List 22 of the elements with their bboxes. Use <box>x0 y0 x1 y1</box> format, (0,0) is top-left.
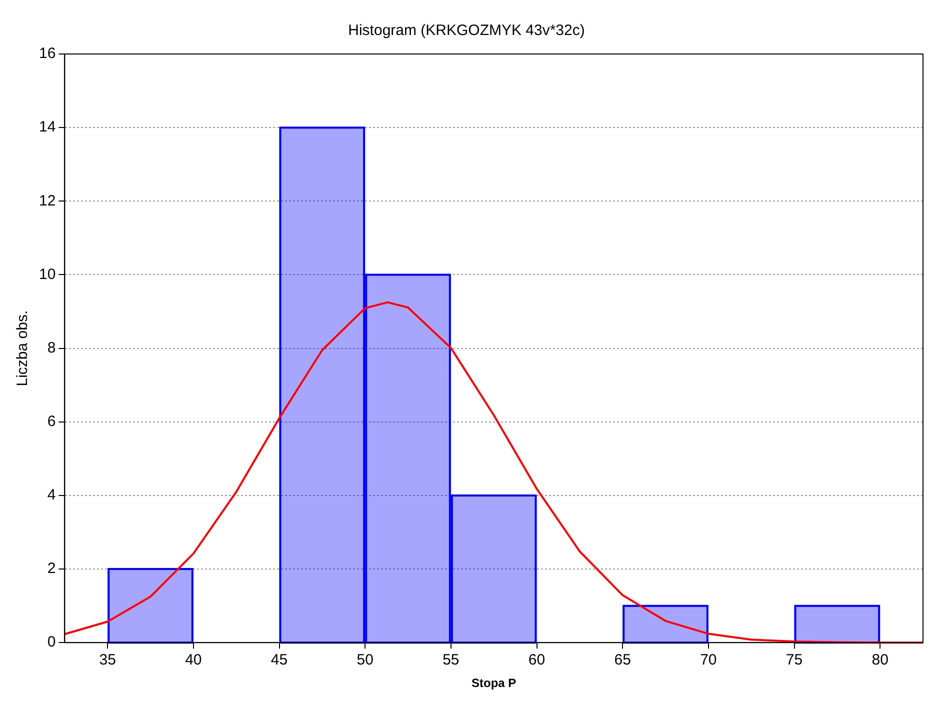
x-tick-label: 80 <box>872 652 888 669</box>
x-tick-label: 40 <box>185 652 202 669</box>
x-tick-label: 75 <box>786 652 803 669</box>
y-tick-label: 2 <box>47 560 56 578</box>
y-tick-label: 4 <box>47 486 56 504</box>
x-tick-label: 50 <box>356 652 374 669</box>
y-tick-label: 16 <box>38 45 56 62</box>
x-tick-label: 35 <box>99 652 116 669</box>
y-axis-title: Liczba obs. <box>14 310 32 386</box>
x-axis-title: Stopa P <box>472 676 516 690</box>
y-tick-label: 6 <box>47 413 56 430</box>
x-tick-label: 55 <box>442 652 460 669</box>
y-tick-label: 14 <box>38 118 56 136</box>
chart-title: Histogram (KRKGOZMYK 43v*32c) <box>348 22 585 40</box>
x-tick-label: 45 <box>270 652 288 669</box>
y-tick-label: 8 <box>47 339 56 356</box>
y-tick-label: 10 <box>38 266 56 283</box>
y-tick-label: 0 <box>47 634 56 651</box>
x-tick-label: 70 <box>700 652 717 669</box>
x-tick-label: 60 <box>528 652 546 669</box>
y-tick-label: 12 <box>38 192 56 210</box>
x-tick-label: 65 <box>614 652 631 669</box>
